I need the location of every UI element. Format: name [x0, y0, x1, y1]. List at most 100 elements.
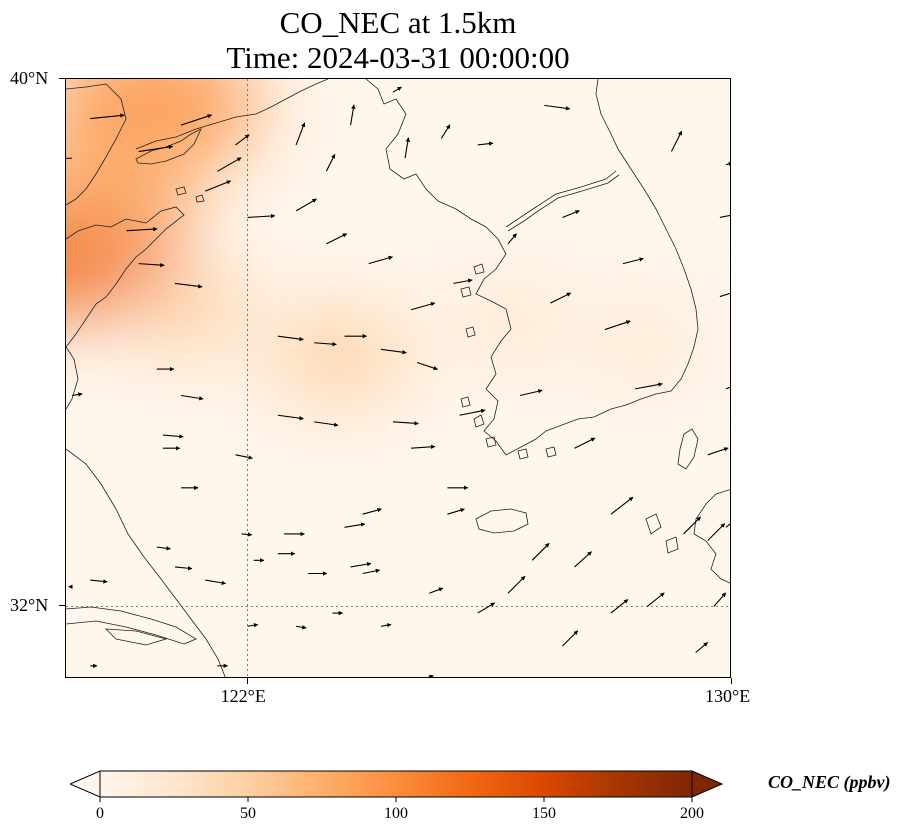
wind-arrow-21: [350, 104, 356, 126]
bohai-west-coast: [66, 83, 127, 206]
co-plume-3: [265, 308, 412, 404]
wind-arrow-37: [604, 320, 631, 331]
wind-arrow-45: [235, 454, 253, 460]
lon-tick-mark: [246, 678, 248, 684]
wind-arrow-85: [247, 623, 259, 628]
wind-arrow-44: [180, 394, 204, 401]
wind-arrow-62: [344, 522, 366, 528]
wind-arrow-50: [459, 408, 486, 416]
wind-arrow-87: [295, 625, 307, 630]
colorbar-extend-max: [691, 770, 724, 798]
wind-arrow-73: [362, 568, 381, 575]
wind-arrow-7: [247, 213, 276, 219]
wind-arrow-13: [368, 255, 393, 265]
jiangsu-coast: [66, 448, 226, 677]
wind-arrow-65: [350, 561, 372, 568]
map-panel[interactable]: [65, 78, 731, 678]
wind-arrow-42: [71, 392, 83, 397]
wind-arrow-24: [404, 137, 410, 159]
wind-arrow-33: [670, 130, 683, 152]
wind-arrow-81: [707, 523, 726, 541]
colorbar-tick-label: 0: [96, 805, 104, 822]
wind-arrow-27: [544, 104, 571, 111]
wind-arrow-84: [562, 630, 579, 647]
lon-tick-label-130: 130°E: [705, 686, 751, 706]
coastlines: [66, 79, 730, 677]
china-coastline: [66, 206, 185, 348]
map-title: CO_NEC at 1.5km: [279, 5, 517, 40]
wind-arrow-9: [174, 282, 203, 289]
wind-arrow-2: [138, 144, 174, 153]
korea-sw-islands: [460, 396, 557, 460]
wind-arrow-46: [162, 434, 184, 439]
lat-tick-label-40: 40°N: [10, 68, 49, 88]
wind-arrow-66: [90, 579, 108, 584]
wind-arrow-22: [295, 122, 306, 146]
lat-tick-mark: [59, 605, 65, 607]
dmz-border: [505, 170, 617, 228]
wind-arrow-32: [622, 257, 644, 265]
wind-arrow-28: [477, 141, 494, 146]
colorbar-label: CO_NEC (ppbv): [768, 772, 891, 792]
miaodao-islands: [175, 186, 205, 203]
wind-arrow-77: [531, 542, 550, 561]
wind-arrow-36: [719, 292, 730, 298]
wind-arrow-80: [646, 592, 665, 607]
wind-arrow-10: [205, 180, 232, 192]
yangtze-island: [104, 628, 168, 646]
wind-arrow-82: [713, 592, 727, 607]
wind-arrow-14: [410, 301, 436, 311]
wind-arrow-74: [429, 587, 444, 594]
wind-arrow-17: [314, 341, 337, 347]
gridlines: [66, 79, 730, 677]
colorbar-tick-label: 100: [384, 805, 408, 822]
wind-arrow-49: [392, 421, 419, 426]
map-subtitle-time: Time: 2024-03-31 00:00:00: [226, 40, 570, 75]
colorbar-tick-label: 50: [240, 805, 256, 822]
wind-arrow-16: [277, 335, 304, 342]
colorbar-tick-label: 150: [532, 805, 556, 822]
wind-arrow-51: [519, 389, 543, 397]
jeju-island: [475, 508, 529, 534]
wind-arrow-68: [156, 546, 171, 551]
wind-arrow-56: [683, 516, 701, 535]
wind-arrow-11: [295, 198, 317, 212]
wind-arrow-69: [174, 566, 193, 571]
co-plume-4: [123, 267, 252, 352]
wind-arrow-55: [610, 496, 634, 515]
wind-arrow-70: [205, 579, 227, 586]
wind-arrow-8: [138, 262, 165, 268]
wind-arrow-20: [416, 361, 438, 371]
wind-arrow-12: [326, 233, 348, 245]
wind-arrow-4: [235, 134, 250, 146]
wind-arrow-54: [574, 437, 596, 449]
colorbar-extend-min: [70, 770, 101, 798]
co-plume-5: [446, 282, 569, 364]
wind-arrow-29: [507, 233, 517, 245]
colorbar-gradient: [99, 770, 693, 798]
wind-arrow-79: [610, 599, 629, 614]
wind-arrow-3: [180, 114, 213, 126]
liaodong-coast: [135, 79, 329, 150]
tsushima-island: [677, 428, 699, 470]
wind-arrow-30: [550, 292, 572, 304]
wind-arrow-25: [392, 86, 402, 93]
co-plume-2: [66, 123, 200, 233]
dmz-border-2: [507, 174, 620, 232]
kyushu-coast: [693, 489, 730, 584]
colorbar-tick-label: 200: [680, 805, 704, 822]
lat-tick-mark: [59, 78, 65, 79]
wind-arrow-52: [411, 444, 436, 450]
korea-west-coast: [365, 79, 699, 456]
wind-arrow-90: [427, 674, 434, 677]
wind-arrow-60: [241, 532, 253, 537]
wind-arrow-6: [217, 157, 242, 172]
wind-arrow-15: [453, 278, 473, 284]
wind-arrow-57: [725, 523, 730, 528]
wind-arrow-23: [325, 153, 336, 172]
wind-arrow-76: [507, 575, 526, 594]
wind-arrow-34: [725, 161, 730, 167]
wind-arrow-83: [695, 642, 708, 654]
colorbar: [70, 770, 724, 802]
wind-arrow-40: [707, 447, 729, 456]
